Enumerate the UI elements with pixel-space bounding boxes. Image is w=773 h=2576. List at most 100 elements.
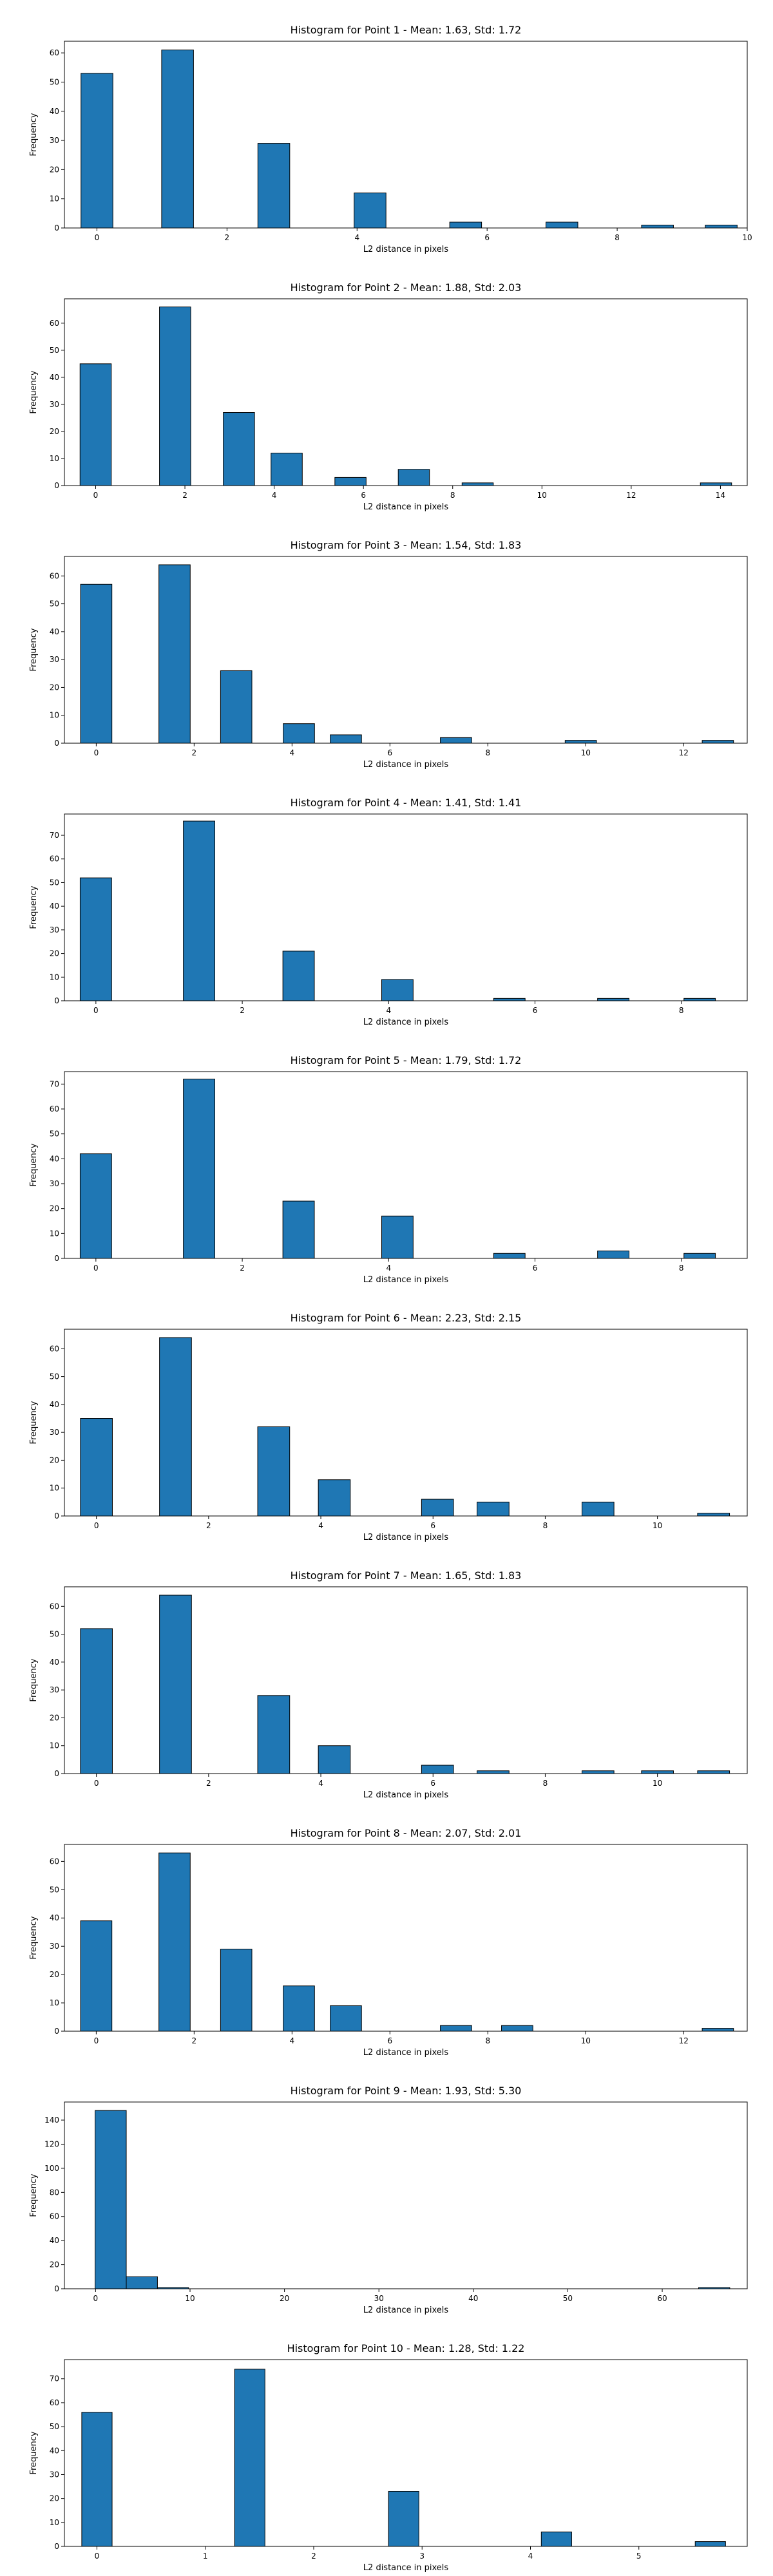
histogram-bar [283,723,315,744]
histogram-bar [257,143,291,229]
x-tick-label: 6 [430,1779,435,1788]
x-tick-label: 4 [318,1521,323,1530]
y-tick-label: 50 [50,2422,59,2431]
y-tick-label: 40 [50,1400,59,1409]
x-tick-label: 0 [95,2552,100,2561]
histogram-bar [461,482,494,486]
y-tick-label: 0 [54,996,59,1005]
x-tick-label: 2 [311,2552,316,2561]
x-tick-label: 1 [203,2552,208,2561]
x-tick-label: 50 [563,2294,573,2303]
histogram-bar [581,1501,615,1517]
histogram-bar [257,1426,291,1517]
y-tick-label: 60 [50,1857,59,1866]
y-tick-label: 80 [50,2188,59,2197]
x-tick-label: 6 [387,2036,392,2045]
x-tick-label: 6 [533,1006,538,1015]
x-tick-label: 20 [280,2294,289,2303]
y-tick-label: 0 [54,739,59,748]
y-tick-label: 0 [54,223,59,232]
x-tick-label: 4 [386,1006,391,1015]
y-tick-label: 70 [50,2374,59,2383]
chart-title: Histogram for Point 8 - Mean: 2.07, Std:… [291,1827,522,1839]
x-tick-label: 0 [93,1006,99,1015]
x-axis-label: L2 distance in pixels [363,1790,449,1800]
y-tick-label: 40 [50,1154,59,1163]
y-tick-label: 40 [50,373,59,382]
chart-title: Histogram for Point 10 - Mean: 1.28, Std… [287,2342,525,2354]
y-tick-label: 60 [50,48,59,57]
y-tick-label: 30 [50,1179,59,1188]
histogram-panel-3: Histogram for Point 3 - Mean: 1.54, Std:… [29,539,748,770]
plot-area-frame [64,1071,748,1259]
histogram-bar [477,1770,510,1774]
histogram-bar [79,363,112,486]
histogram-panel-8: Histogram for Point 8 - Mean: 2.07, Std:… [29,1827,748,2058]
histogram-bar [381,1215,414,1259]
histogram-bar [159,307,191,486]
x-tick-label: 8 [679,1006,684,1015]
histogram-bar [683,998,716,1001]
x-axis-label: L2 distance in pixels [363,245,449,254]
histogram-bar [234,2369,265,2547]
y-tick-label: 10 [50,454,59,463]
histogram-panel-6: Histogram for Point 6 - Mean: 2.23, Std:… [29,1312,748,1542]
histogram-bar [318,1479,351,1517]
y-tick-label: 40 [50,2236,59,2245]
x-tick-label: 2 [225,233,230,242]
histogram-bar [493,998,526,1001]
histogram-bar [493,1253,526,1259]
y-tick-label: 50 [50,77,59,86]
histogram-bar [161,50,194,229]
y-tick-label: 60 [50,571,59,580]
chart-title: Histogram for Point 4 - Mean: 1.41, Std:… [291,797,522,809]
y-tick-label: 50 [50,1130,59,1139]
y-tick-label: 70 [50,1079,59,1088]
histogram-bar [126,2276,158,2289]
histogram-panel-9: Histogram for Point 9 - Mean: 1.93, Std:… [29,2085,748,2315]
histogram-bar [421,1765,454,1774]
chart-title: Histogram for Point 5 - Mean: 1.79, Std:… [291,1054,522,1066]
histogram-bar [694,2541,726,2547]
x-tick-label: 4 [272,491,277,500]
x-tick-label: 10 [653,1779,662,1788]
plot-area-frame [64,2359,748,2547]
x-axis-label: L2 distance in pixels [363,1275,449,1285]
x-tick-label: 4 [290,2036,295,2045]
plot-area-frame [64,298,748,486]
y-tick-label: 0 [54,1254,59,1263]
y-tick-label: 40 [50,2446,59,2455]
histogram-bar [354,193,386,229]
histogram-bar [641,224,674,229]
plot-area-frame [64,1844,748,2032]
y-axis-label: Frequency [29,1658,39,1701]
histogram-bar [183,1079,215,1259]
x-tick-label: 6 [533,1264,538,1273]
y-tick-label: 20 [50,1713,59,1722]
x-tick-label: 10 [185,2294,195,2303]
y-tick-label: 50 [50,1372,59,1381]
x-tick-label: 0 [94,2036,99,2045]
y-axis-label: Frequency [29,628,39,671]
histogram-bar [183,820,215,1001]
histogram-bar [283,1985,315,2032]
x-axis-label: L2 distance in pixels [363,760,449,770]
histogram-bar [705,224,738,229]
y-tick-label: 20 [50,427,59,436]
y-tick-label: 10 [50,972,59,981]
histogram-bar [697,1770,730,1774]
x-tick-label: 8 [679,1264,684,1273]
x-tick-label: 0 [94,1779,99,1788]
y-tick-label: 100 [44,2164,59,2173]
histogram-bar [220,1949,253,2032]
x-tick-label: 8 [485,2036,490,2045]
histogram-bar [540,2532,572,2547]
histogram-bar [80,1628,113,1774]
y-tick-label: 0 [54,1769,59,1778]
chart-title: Histogram for Point 9 - Mean: 1.93, Std:… [291,2085,522,2097]
x-tick-label: 10 [653,1521,662,1530]
x-tick-label: 6 [361,491,366,500]
x-tick-label: 0 [93,491,99,500]
x-tick-label: 10 [581,748,591,757]
